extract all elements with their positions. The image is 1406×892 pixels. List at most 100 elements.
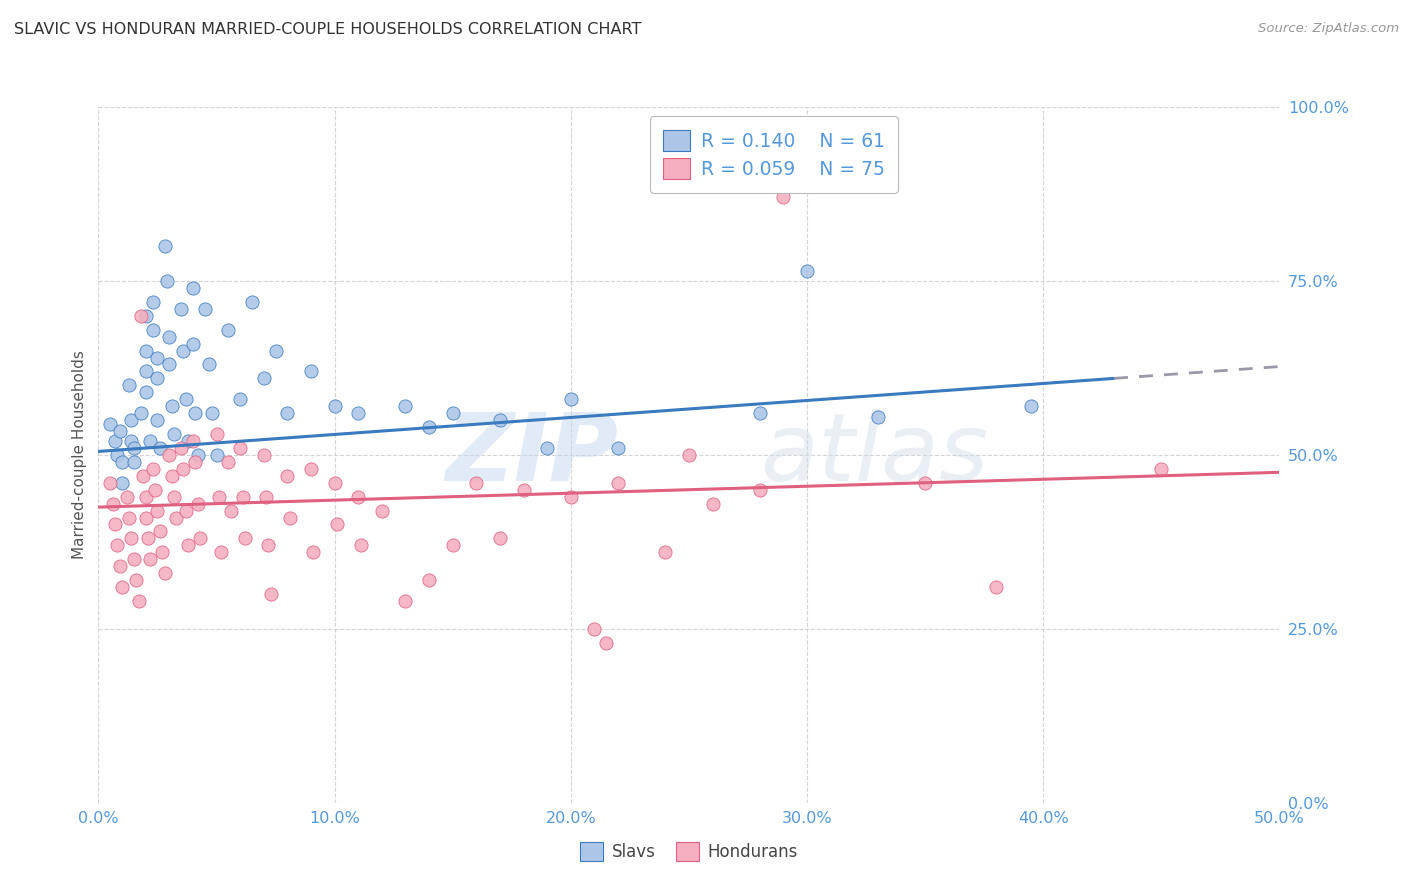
- Point: [984, 580, 1007, 594]
- Text: ZIP: ZIP: [446, 409, 619, 501]
- Point: [150, 545, 173, 559]
- Point: [184, 455, 207, 469]
- Point: [163, 490, 186, 504]
- Point: [121, 434, 143, 448]
- Point: [149, 524, 172, 539]
- Point: [347, 406, 370, 420]
- Point: [219, 503, 242, 517]
- Point: [229, 441, 252, 455]
- Point: [181, 336, 204, 351]
- Point: [607, 475, 630, 490]
- Point: [98, 417, 121, 431]
- Point: [231, 490, 253, 504]
- Point: [139, 552, 162, 566]
- Point: [229, 392, 252, 407]
- Point: [257, 538, 280, 552]
- Point: [174, 392, 197, 407]
- Point: [394, 399, 416, 413]
- Point: [143, 483, 166, 497]
- Point: [135, 309, 157, 323]
- Point: [160, 399, 183, 413]
- Point: [217, 323, 239, 337]
- Point: [108, 424, 131, 438]
- Point: [156, 274, 179, 288]
- Point: [607, 441, 630, 455]
- Point: [165, 510, 187, 524]
- Point: [146, 413, 169, 427]
- Point: [560, 392, 582, 407]
- Point: [177, 538, 200, 552]
- Point: [111, 475, 134, 490]
- Point: [128, 594, 150, 608]
- Point: [105, 538, 128, 552]
- Point: [1021, 399, 1043, 413]
- Point: [583, 622, 606, 636]
- Point: [678, 448, 700, 462]
- Point: [418, 573, 440, 587]
- Point: [163, 427, 186, 442]
- Point: [595, 636, 617, 650]
- Point: [121, 413, 143, 427]
- Point: [170, 441, 193, 455]
- Point: [146, 503, 169, 517]
- Point: [441, 538, 464, 552]
- Point: [254, 490, 277, 504]
- Point: [240, 294, 263, 309]
- Point: [796, 263, 818, 277]
- Point: [702, 497, 724, 511]
- Point: [302, 545, 325, 559]
- Point: [260, 587, 283, 601]
- Point: [111, 455, 134, 469]
- Point: [115, 490, 138, 504]
- Point: [264, 343, 287, 358]
- Point: [174, 503, 197, 517]
- Point: [142, 462, 165, 476]
- Point: [122, 552, 145, 566]
- Point: [326, 517, 349, 532]
- Point: [349, 538, 371, 552]
- Point: [121, 532, 143, 546]
- Point: [157, 448, 180, 462]
- Point: [177, 434, 200, 448]
- Point: [278, 510, 301, 524]
- Point: [489, 413, 512, 427]
- Point: [560, 490, 582, 504]
- Point: [129, 406, 152, 420]
- Point: [125, 573, 148, 587]
- Point: [299, 462, 322, 476]
- Point: [253, 371, 276, 385]
- Point: [136, 532, 159, 546]
- Point: [465, 475, 488, 490]
- Point: [153, 239, 176, 253]
- Point: [153, 566, 176, 581]
- Point: [276, 468, 298, 483]
- Text: atlas: atlas: [759, 409, 988, 500]
- Point: [135, 385, 157, 400]
- Point: [1150, 462, 1173, 476]
- Point: [208, 490, 231, 504]
- Point: [489, 532, 512, 546]
- Point: [172, 343, 194, 358]
- Point: [253, 448, 276, 462]
- Point: [205, 448, 228, 462]
- Point: [194, 301, 217, 316]
- Point: [512, 483, 534, 497]
- Point: [118, 378, 141, 392]
- Point: [205, 427, 228, 442]
- Point: [748, 483, 770, 497]
- Point: [347, 490, 370, 504]
- Point: [201, 406, 224, 420]
- Point: [132, 468, 155, 483]
- Point: [98, 475, 121, 490]
- Point: [323, 475, 346, 490]
- Point: [129, 309, 152, 323]
- Point: [135, 510, 157, 524]
- Point: [198, 358, 221, 372]
- Point: [135, 343, 157, 358]
- Point: [181, 281, 204, 295]
- Point: [371, 503, 394, 517]
- Point: [299, 364, 322, 378]
- Point: [105, 448, 128, 462]
- Point: [157, 329, 180, 343]
- Text: Source: ZipAtlas.com: Source: ZipAtlas.com: [1258, 22, 1399, 36]
